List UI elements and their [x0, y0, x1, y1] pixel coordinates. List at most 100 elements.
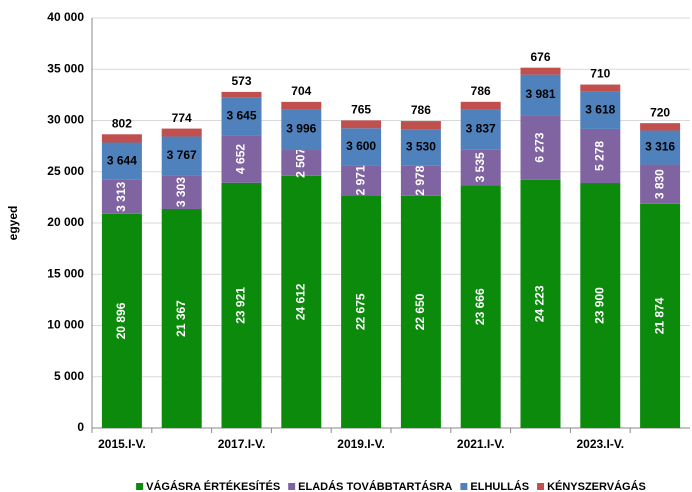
data-label: 3 600 — [346, 139, 376, 153]
data-label: 3 618 — [585, 103, 615, 117]
bar-segment — [101, 142, 142, 180]
data-label: 23 900 — [592, 287, 606, 324]
y-tick-label: 5 000 — [54, 369, 84, 383]
data-label: 3 981 — [525, 87, 555, 101]
bar-segment — [221, 182, 262, 428]
data-label: 2 507 — [293, 148, 307, 178]
bar-segment — [281, 109, 322, 151]
data-label: 22 675 — [353, 293, 367, 330]
data-label: 5 278 — [592, 141, 606, 171]
data-label: 21 874 — [652, 297, 666, 334]
legend-swatch — [460, 483, 468, 490]
bar-segment — [400, 165, 441, 196]
y-tick-label: 35 000 — [47, 61, 84, 75]
bar-segment — [400, 195, 441, 428]
bar-segment — [520, 67, 561, 75]
bar-segment — [341, 128, 382, 166]
data-label: 3 996 — [286, 122, 316, 136]
data-label: 765 — [351, 103, 371, 117]
bar-segment — [281, 150, 322, 176]
data-label: 3 303 — [174, 177, 188, 207]
y-tick-label: 20 000 — [47, 215, 84, 229]
x-tick-label: 2015.I-V. — [98, 437, 146, 451]
bar-segment — [281, 175, 322, 428]
legend-swatch — [288, 483, 296, 490]
legend-swatch — [136, 483, 144, 490]
data-label: 3 530 — [406, 139, 436, 153]
bar-segment — [341, 120, 382, 129]
data-label: 786 — [411, 103, 431, 117]
bar-segment — [520, 179, 561, 428]
bar-segment — [101, 179, 142, 214]
bar-segment — [161, 128, 202, 137]
data-label: 802 — [112, 116, 132, 130]
bar-segment — [580, 91, 621, 129]
bar-segment — [221, 91, 262, 98]
legend-label: ELHULLÁS — [470, 480, 529, 492]
data-label: 704 — [291, 84, 311, 98]
bar-segment — [341, 165, 382, 196]
data-label: 24 223 — [533, 285, 547, 322]
bar-segment — [580, 84, 621, 92]
y-tick-label: 40 000 — [47, 10, 84, 24]
y-tick-label: 0 — [77, 420, 84, 434]
bar-segment — [640, 203, 681, 428]
data-label: 710 — [590, 67, 610, 81]
data-label: 774 — [172, 111, 192, 125]
data-label: 676 — [530, 50, 550, 64]
data-label: 21 367 — [174, 300, 188, 337]
y-tick-label: 10 000 — [47, 318, 84, 332]
bar-segment — [580, 183, 621, 428]
bar-segment — [460, 185, 501, 428]
bar-segment — [281, 101, 322, 110]
bar-segment — [400, 129, 441, 166]
legend-label: VÁGÁSRA ÉRTÉKESÍTÉS — [146, 480, 280, 492]
bar-segment — [520, 115, 561, 180]
legend-label: ELADÁS TOVÁBBTARTÁSRA — [298, 480, 452, 492]
data-label: 4 652 — [234, 144, 248, 174]
bar-segment — [640, 164, 681, 204]
x-tick-label: 2023.I-V. — [576, 437, 624, 451]
data-label: 20 896 — [114, 302, 128, 339]
bar-segment — [640, 123, 681, 131]
data-label: 573 — [231, 74, 251, 88]
x-tick-label: 2017.I-V. — [218, 437, 266, 451]
data-label: 22 650 — [413, 293, 427, 330]
data-label: 3 645 — [226, 109, 256, 123]
data-label: 3 837 — [466, 122, 496, 136]
bar-segment — [520, 74, 561, 116]
legend: VÁGÁSRA ÉRTÉKESÍTÉS ELADÁS TOVÁBBTARTÁSRA… — [136, 480, 646, 492]
data-label: 3 316 — [645, 140, 675, 154]
bar-segment — [640, 130, 681, 165]
y-axis-label: egyed — [6, 206, 20, 241]
bar-segment — [460, 109, 501, 150]
bar-segment — [221, 135, 262, 183]
bar-segment — [341, 195, 382, 428]
bar-segment — [161, 136, 202, 176]
bar-segment — [161, 208, 202, 428]
bar-segment — [400, 121, 441, 130]
data-label: 3 535 — [473, 152, 487, 182]
data-label: 720 — [650, 105, 670, 119]
data-label: 3 313 — [114, 181, 128, 211]
data-label: 2 978 — [413, 165, 427, 195]
bar-segment — [460, 101, 501, 110]
data-label: 23 921 — [234, 287, 248, 324]
x-tick-label: 2019.I-V. — [337, 437, 385, 451]
data-label: 786 — [471, 84, 491, 98]
bar-segment — [101, 134, 142, 143]
y-tick-label: 30 000 — [47, 113, 84, 127]
data-label: 23 666 — [473, 288, 487, 325]
bar-segment — [580, 128, 621, 184]
y-tick-label: 25 000 — [47, 164, 84, 178]
bar-segment — [161, 175, 202, 209]
data-label: 3 830 — [652, 169, 666, 199]
data-label: 3 767 — [167, 148, 197, 162]
legend-swatch — [537, 483, 545, 490]
x-tick-label: 2021.I-V. — [457, 437, 505, 451]
legend-label: KÉNYSZERVÁGÁS — [547, 480, 646, 492]
data-label: 24 612 — [293, 283, 307, 320]
data-label: 3 644 — [107, 153, 137, 167]
bar-segment — [101, 213, 142, 428]
